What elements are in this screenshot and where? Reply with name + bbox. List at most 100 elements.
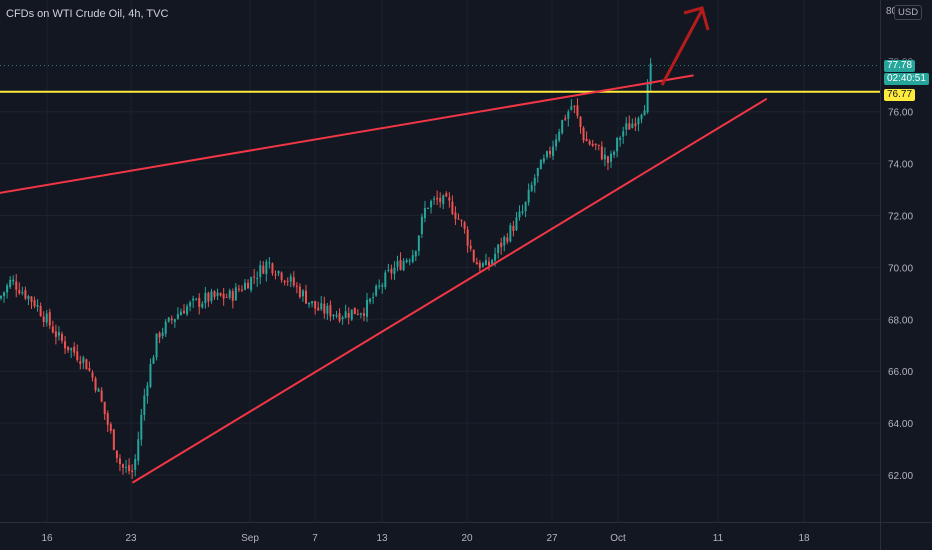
candle-up xyxy=(402,261,405,271)
candle-down xyxy=(475,262,478,265)
candle-up xyxy=(375,285,378,296)
candle-up xyxy=(622,131,625,137)
candle-down xyxy=(305,290,307,304)
candle-down xyxy=(18,289,21,294)
candle-up xyxy=(97,388,100,392)
candle-up xyxy=(430,201,433,208)
candle-up xyxy=(27,296,30,300)
candle-down xyxy=(48,312,51,326)
candle-up xyxy=(484,260,487,265)
x-tick-label: 20 xyxy=(461,533,473,544)
candle-down xyxy=(64,341,67,349)
candle-up xyxy=(289,276,292,282)
candle-up xyxy=(167,317,170,322)
candle-down xyxy=(207,292,210,302)
candle-up xyxy=(137,439,140,461)
candle-down xyxy=(582,127,585,141)
candle-up xyxy=(244,282,246,290)
candle-up xyxy=(335,314,338,317)
symbol-title[interactable]: CFDs on WTI Crude Oil, 4h, TVC xyxy=(6,8,169,20)
candle-down xyxy=(106,413,109,425)
candle-up xyxy=(649,63,652,85)
candle-up xyxy=(561,119,564,134)
candle-up xyxy=(45,313,48,323)
candle-up xyxy=(625,123,628,130)
candle-up xyxy=(603,154,606,160)
candle-up xyxy=(610,153,612,162)
candle-up xyxy=(176,314,179,319)
candle-up xyxy=(301,290,304,297)
countdown-tag: 02:40:51 xyxy=(884,73,929,85)
breakout-arrow[interactable] xyxy=(660,9,704,86)
candle-up xyxy=(265,261,268,275)
x-tick-label: 13 xyxy=(376,533,388,544)
candle-up xyxy=(259,265,262,278)
candle-down xyxy=(54,331,57,337)
candle-up xyxy=(558,131,561,141)
last-price-tag: 77.78 xyxy=(884,60,916,72)
y-tick-label: 62.00 xyxy=(888,471,913,482)
candle-down xyxy=(478,262,481,269)
candle-up xyxy=(234,287,237,301)
candle-up xyxy=(381,285,384,287)
candle-down xyxy=(76,351,79,360)
currency-button[interactable]: USD xyxy=(894,5,923,20)
candle-down xyxy=(466,229,469,246)
candle-up xyxy=(250,277,253,291)
candle-down xyxy=(457,218,460,220)
candle-down xyxy=(247,282,250,289)
candle-down xyxy=(88,368,91,371)
candle-down xyxy=(183,310,185,314)
candle-down xyxy=(231,291,234,301)
candle-up xyxy=(308,302,311,305)
candle-down xyxy=(314,300,317,309)
candle-down xyxy=(338,313,341,321)
candle-up xyxy=(9,279,12,288)
candle-down xyxy=(347,313,350,318)
candle-up xyxy=(414,251,417,257)
candle-up xyxy=(366,299,368,317)
x-tick-label: 18 xyxy=(798,533,810,544)
candle-up xyxy=(36,304,39,307)
candle-up xyxy=(481,263,484,267)
candle-down xyxy=(606,156,609,164)
candle-up xyxy=(393,267,396,275)
candle-up xyxy=(503,236,506,246)
candle-down xyxy=(356,313,359,315)
candle-up xyxy=(82,357,85,363)
x-tick-label: 7 xyxy=(312,533,318,544)
candle-down xyxy=(67,346,70,351)
candle-up xyxy=(320,303,323,310)
candle-down xyxy=(579,116,582,128)
candle-down xyxy=(222,293,225,299)
candle-down xyxy=(469,245,472,249)
candle-up xyxy=(411,255,414,263)
candle-down xyxy=(488,261,490,266)
candle-up xyxy=(384,272,387,288)
candle-up xyxy=(146,385,149,397)
candle-up xyxy=(210,291,213,302)
trendline-upper[interactable] xyxy=(0,74,694,197)
candle-down xyxy=(198,297,201,307)
candle-up xyxy=(369,298,372,302)
candle-down xyxy=(73,346,76,353)
candle-up xyxy=(637,118,640,125)
candle-up xyxy=(643,110,646,116)
y-tick-label: 76.00 xyxy=(888,108,913,119)
candle-down xyxy=(436,197,439,200)
candle-down xyxy=(253,276,256,278)
candle-up xyxy=(545,151,548,158)
candle-down xyxy=(131,470,134,472)
candle-up xyxy=(140,414,143,440)
x-tick-label: Oct xyxy=(610,533,626,544)
candle-up xyxy=(21,292,24,294)
candle-up xyxy=(387,269,390,271)
candle-down xyxy=(594,143,597,146)
candle-down xyxy=(323,303,326,314)
candle-down xyxy=(283,280,286,283)
candle-up xyxy=(216,292,219,296)
candle-down xyxy=(15,281,18,290)
trendline-lower[interactable] xyxy=(131,97,768,484)
